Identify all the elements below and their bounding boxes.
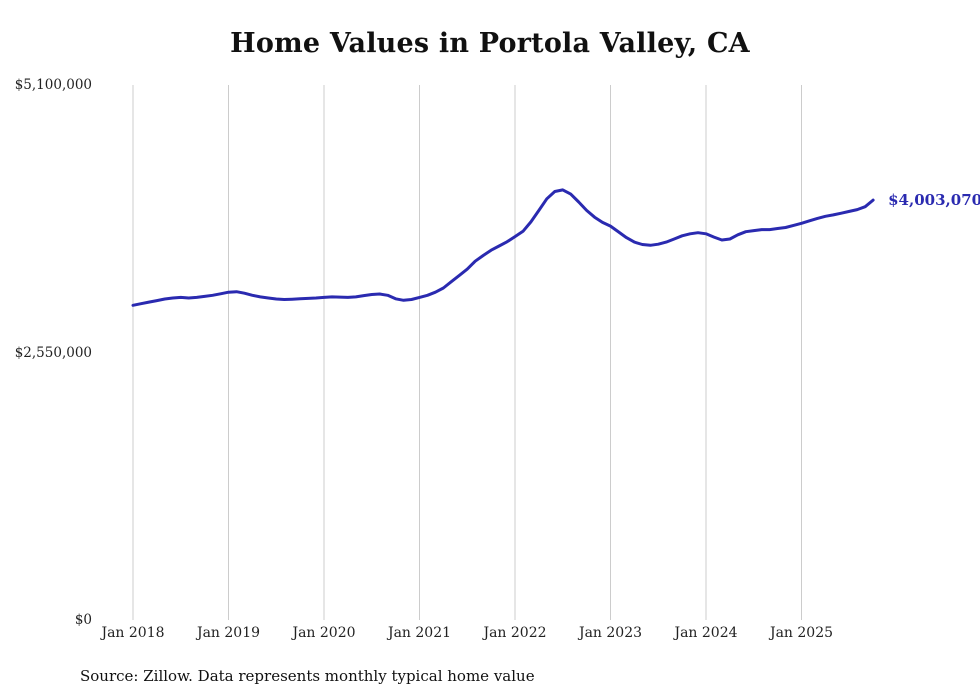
chart-title: Home Values in Portola Valley, CA [230, 28, 750, 59]
x-tick-label: Jan 2024 [674, 625, 738, 641]
line-end-value-label: $4,003,070 [888, 191, 980, 210]
x-tick-label: Jan 2022 [483, 625, 547, 641]
x-tick-label: Jan 2019 [196, 625, 261, 641]
x-tick-label: Jan 2018 [101, 625, 165, 641]
x-tick-label: Jan 2025 [769, 625, 834, 641]
y-tick-label: $0 [74, 612, 92, 628]
y-tick-label: $5,100,000 [14, 77, 92, 93]
home-value-line [131, 188, 875, 307]
y-tick-label: $2,550,000 [14, 344, 92, 361]
x-tick-label: Jan 2021 [387, 625, 452, 641]
x-tick-label: Jan 2023 [578, 625, 643, 641]
x-tick-label: Jan 2020 [292, 625, 356, 641]
source-note: Source: Zillow. Data represents monthly … [80, 667, 535, 685]
